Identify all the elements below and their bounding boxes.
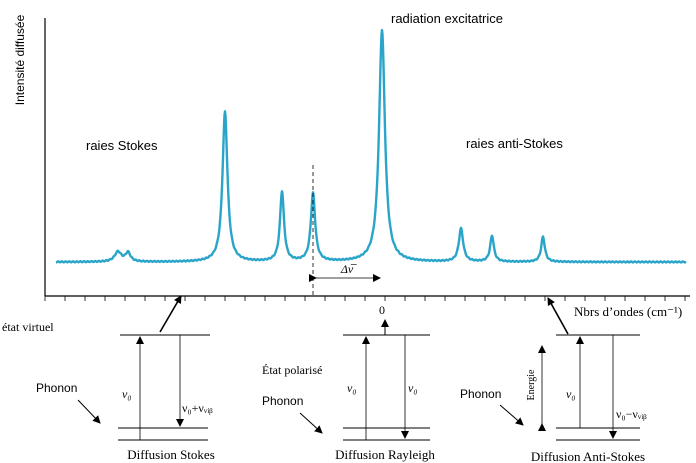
label-excitation-radiation: radiation excitatrice [391,11,503,26]
rayleigh-nu0-left: ν₀ [347,381,357,395]
stokes-title: Diffusion Stokes [127,447,215,462]
anti-stokes-phonon-label: Phonon [460,387,501,401]
stokes-phonon-label: Phonon [36,381,77,395]
zero-label: 0 [379,303,385,317]
stokes-phonon-arrow [77,399,101,424]
x-axis-label: Nbrs d’ondes (cm⁻¹) [574,304,682,319]
label-stokes-lines: raies Stokes [86,138,158,153]
polarized-state-label: État polarisé [262,363,322,377]
rayleigh-diagram: État polarisé ν₀ ν₀ Phonon Diffusion Ray… [262,319,435,462]
anti-stokes-diagram: Energie ν₀ ν₀−νᵥᵢᵦ Phonon Diffusion Anti… [460,334,647,463]
anti-stokes-shift-label: ν₀−νᵥᵢᵦ [616,407,647,421]
stokes-nu0-label: ν₀ [122,387,132,401]
rayleigh-title: Diffusion Rayleigh [335,447,435,462]
energy-label: Energie [526,369,537,400]
rayleigh-phonon-arrow [299,412,323,434]
anti-stokes-phonon-arrow [499,404,524,426]
anti-stokes-nu0-label: ν₀ [566,387,576,401]
rayleigh-phonon-label: Phonon [262,394,303,408]
label-anti-stokes-lines: raies anti-Stokes [466,136,563,151]
virtual-state-label: état virtuel [2,320,54,334]
anti-stokes-pointer [547,297,569,335]
x-axis-ticks [44,296,686,301]
stokes-diagram: état virtuel ν₀ ν₀+νᵥᵢᵦ Phonon Diffusion… [2,320,215,462]
stokes-pointer [159,295,182,333]
rayleigh-nu0-right: ν₀ [408,381,418,395]
stokes-shift-label: ν₀+νᵥᵢᵦ [182,401,213,415]
spectrum-line [55,28,687,264]
y-axis-label: Intensité diffusée [13,14,27,105]
delta-nu-label: Δν̅ [340,262,357,276]
anti-stokes-title: Diffusion Anti-Stokes [531,449,645,463]
